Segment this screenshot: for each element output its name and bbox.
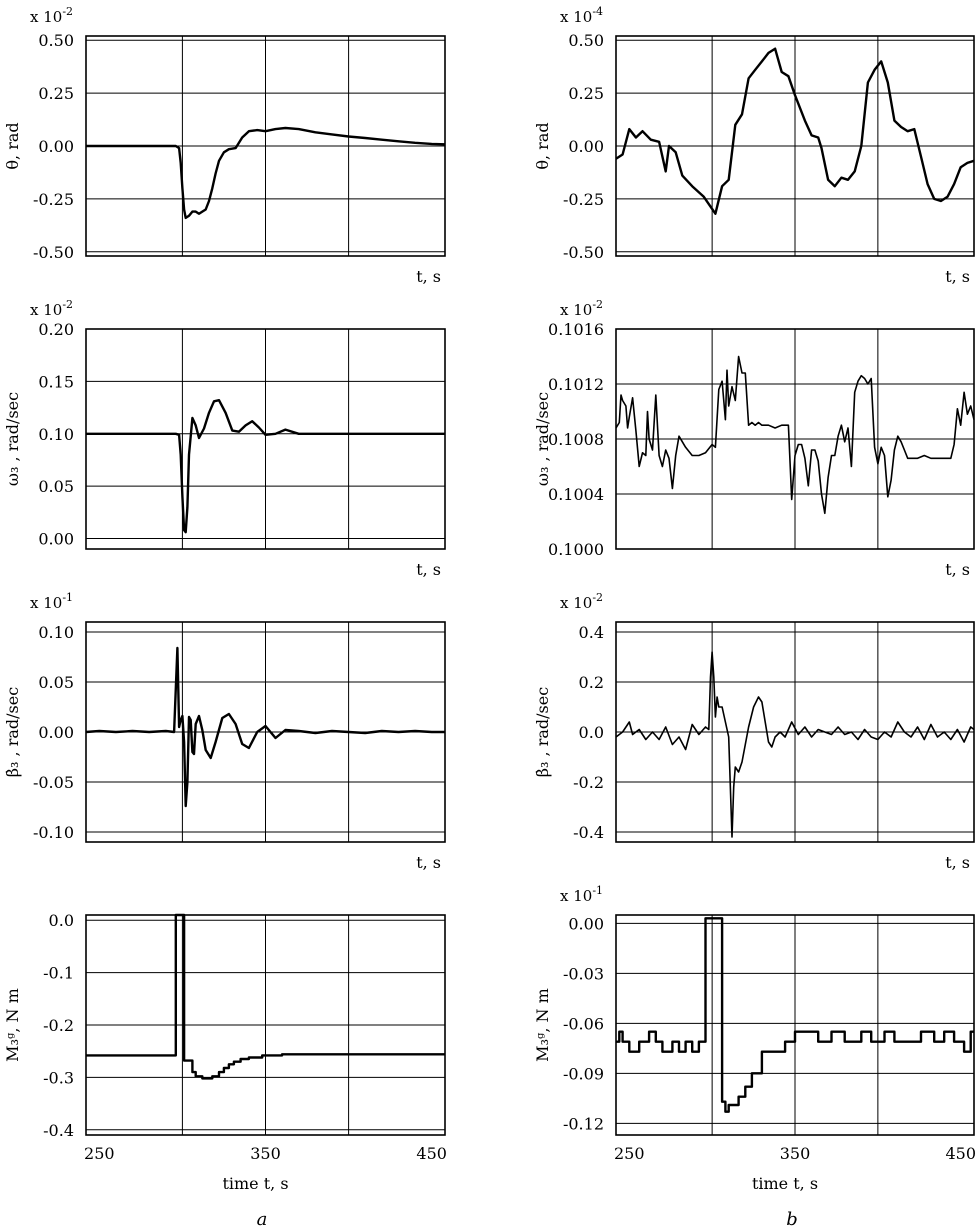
y-tick-label: 0.50 [38, 31, 74, 50]
y-tick-label: -0.25 [33, 190, 74, 209]
chart-panel-a-beta3: 0.10 0.05 0.00 -0.05 -0.10 x 10-1 β̇₃ , rad/se… [3, 591, 446, 872]
plot-frame [85, 328, 446, 550]
y-tick-label: -0.4 [573, 823, 604, 842]
x-axis-label: t, s [416, 267, 441, 286]
series-line [615, 651, 975, 838]
y-tick-label: -0.10 [33, 823, 74, 842]
x-tick-label: 350 [250, 1144, 281, 1163]
axis-multiplier: x 10-2 [560, 591, 603, 612]
chart-panel-b-theta: 0.50 0.25 0.00 -0.25 -0.50 x 10-4 θ, rad t, s [533, 5, 975, 286]
y-tick-label: 0.2 [579, 673, 604, 692]
plot-frame [85, 621, 446, 843]
chart-panel-a-omega3: 0.20 0.15 0.10 0.05 0.00 x 10-2 ω₃ , rad/sec t,… [3, 298, 446, 579]
y-tick-label: 0.1004 [548, 485, 604, 504]
y-tick-label: -0.09 [563, 1064, 604, 1083]
chart-panel-b-beta3: 0.4 0.2 0.0 -0.2 -0.4 x 10-2 β̇₃ , rad/sec t, s [533, 591, 975, 872]
x-axis-label: t, s [416, 853, 441, 872]
x-tick-label: 250 [614, 1144, 645, 1163]
y-tick-label: -0.50 [33, 243, 74, 262]
y-axis-label: θ, rad [3, 122, 22, 169]
plot-frame [615, 621, 975, 843]
chart-panel-a-moment: 0.0 -0.1 -0.2 -0.3 -0.4 M₃ᵍ, N m 250 350 450 time… [3, 911, 447, 1193]
y-tick-label: 0.1000 [548, 540, 604, 559]
series-line [616, 917, 974, 1113]
y-tick-label: -0.1 [43, 964, 74, 983]
plot-frame [85, 35, 446, 257]
x-axis-label: time t, s [752, 1174, 818, 1193]
y-tick-label: -0.2 [573, 773, 604, 792]
y-axis-label: ω₃ , rad/sec [3, 392, 22, 486]
y-axis-label: β̇₃ , rad/sec [533, 687, 552, 777]
y-tick-label: -0.03 [563, 964, 604, 983]
y-tick-label: -0.12 [563, 1114, 604, 1133]
y-tick-label: -0.25 [563, 190, 604, 209]
chart-panel-a-theta: 0.50 0.25 0.00 -0.25 -0.50 x 10-2 θ, rad t, s [3, 5, 446, 286]
y-tick-label: 0.00 [568, 914, 604, 933]
axis-multiplier: x 10-2 [560, 298, 603, 319]
y-tick-label: -0.4 [43, 1121, 74, 1140]
series-line [86, 126, 446, 220]
series-line [86, 399, 445, 534]
axis-multiplier: x 10-1 [30, 591, 73, 612]
y-axis-label: M₃ᵍ, N m [533, 988, 552, 1062]
y-tick-label: 0.25 [38, 84, 74, 103]
x-axis-label: t, s [945, 853, 970, 872]
y-tick-label: 0.05 [38, 477, 74, 496]
axis-multiplier: x 10-1 [560, 884, 603, 905]
y-tick-label: 0.4 [579, 623, 604, 642]
x-tick-label: 250 [84, 1144, 115, 1163]
x-tick-label: 450 [945, 1144, 976, 1163]
y-tick-label: 0.10 [38, 623, 74, 642]
y-tick-label: 0.25 [568, 84, 604, 103]
y-tick-label: 0.10 [38, 425, 74, 444]
y-tick-label: 0.00 [568, 137, 604, 156]
y-tick-label: -0.05 [33, 773, 74, 792]
series-line [615, 355, 975, 515]
y-axis-label: θ, rad [533, 122, 552, 169]
axis-multiplier: x 10-2 [30, 5, 73, 26]
axis-multiplier: x 10-4 [560, 5, 603, 26]
chart-panel-b-moment: 0.00 -0.03 -0.06 -0.09 -0.12 x 10-1 M₃ᵍ, N m 25… [533, 884, 976, 1193]
y-tick-label: 0.00 [38, 530, 74, 549]
y-tick-label: -0.50 [563, 243, 604, 262]
plot-frame [615, 328, 975, 550]
y-tick-label: 0.00 [38, 137, 74, 156]
y-axis-label: ω₃ , rad/sec [533, 392, 552, 486]
series-line [85, 646, 445, 808]
y-tick-label: 0.20 [38, 320, 74, 339]
x-axis-label: t, s [416, 560, 441, 579]
y-tick-label: 0.05 [38, 673, 74, 692]
y-tick-label: -0.2 [43, 1016, 74, 1035]
plot-frame [615, 914, 975, 1136]
y-tick-label: 0.0 [49, 911, 74, 930]
series-line [86, 913, 445, 1080]
plot-frame [85, 914, 446, 1136]
y-tick-label: 0.1016 [548, 320, 604, 339]
plot-frame [615, 35, 975, 257]
y-tick-label: 0.15 [38, 372, 74, 391]
column-label-a: a [257, 1209, 268, 1230]
column-label-b: b [786, 1209, 798, 1230]
x-axis-label: t, s [945, 560, 970, 579]
y-tick-label: -0.06 [563, 1014, 604, 1033]
y-tick-label: 0.0 [579, 723, 604, 742]
y-tick-label: 0.1008 [548, 430, 604, 449]
y-tick-label: 0.1012 [548, 375, 604, 394]
series-line [615, 47, 975, 215]
y-tick-label: 0.00 [38, 723, 74, 742]
x-tick-label: 450 [416, 1144, 447, 1163]
y-axis-label: M₃ᵍ, N m [3, 988, 22, 1062]
y-axis-label: β̇₃ , rad/sec [3, 687, 22, 777]
x-axis-label: t, s [945, 267, 970, 286]
y-tick-label: -0.3 [43, 1068, 74, 1087]
axis-multiplier: x 10-2 [30, 298, 73, 319]
chart-panel-b-omega3: 0.1016 0.1012 0.1008 0.1004 0.1000 x 10-2 ω₃ ,… [533, 298, 975, 579]
x-axis-label: time t, s [222, 1174, 288, 1193]
x-tick-label: 350 [780, 1144, 811, 1163]
y-tick-label: 0.50 [568, 31, 604, 50]
